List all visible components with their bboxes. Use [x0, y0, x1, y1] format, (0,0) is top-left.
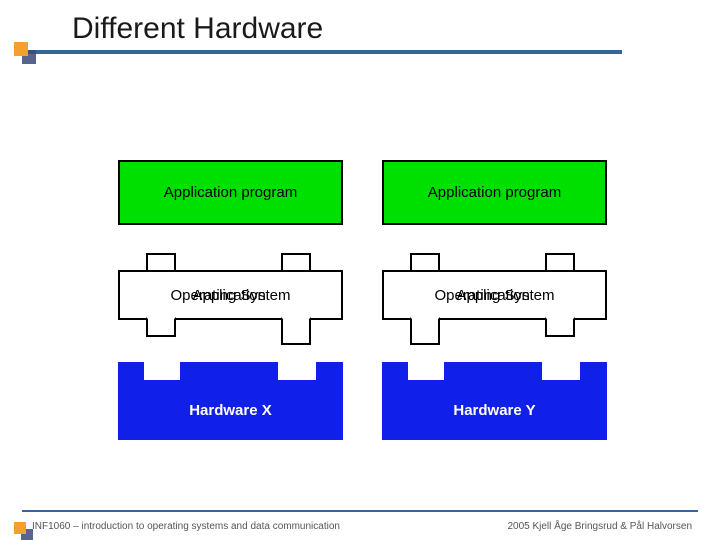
app-body: Application program: [118, 160, 343, 225]
app-block: Application program: [382, 160, 607, 225]
hw-top-fill: [316, 362, 343, 381]
os-block: Operating System Application: [118, 250, 343, 340]
os-label: Operating System Application: [434, 287, 554, 304]
os-label: Operating System Application: [170, 287, 290, 304]
hw-block: Hardware X: [118, 362, 343, 440]
os-bottom-tab: [281, 317, 311, 345]
stack-y: Application program Operating System App…: [382, 160, 607, 460]
hw-block: Hardware Y: [382, 362, 607, 440]
app-block: Application program: [118, 160, 343, 225]
app-label: Application program: [164, 184, 297, 201]
footer-right: 2005 Kjell Åge Bringsrud & Pål Halvorsen: [507, 521, 692, 532]
title-rule: [22, 50, 622, 54]
os-body: Operating System Application: [118, 270, 343, 320]
os-bottom-tab: [146, 317, 176, 337]
hw-top-fill: [382, 362, 408, 381]
hw-top-fill: [118, 362, 144, 381]
stack-x: Application program Operating System App…: [118, 160, 343, 460]
hw-top-fill: [444, 362, 542, 381]
app-body: Application program: [382, 160, 607, 225]
hw-body: Hardware X: [118, 380, 343, 440]
os-body: Operating System Application: [382, 270, 607, 320]
footer-left: INF1060 – introduction to operating syst…: [32, 521, 340, 532]
hw-label: Hardware X: [189, 402, 272, 419]
hw-top-fill: [180, 362, 278, 381]
os-bottom-tab: [410, 317, 440, 345]
hw-top-fill: [580, 362, 607, 381]
ornament-square-orange: [14, 42, 28, 56]
slide: Different Hardware Application program O…: [0, 0, 720, 540]
app-label: Application program: [428, 184, 561, 201]
ornament-square-orange: [14, 522, 26, 534]
footer-rule: [22, 510, 698, 512]
os-block: Operating System Application: [382, 250, 607, 340]
hw-label: Hardware Y: [453, 402, 535, 419]
os-bottom-tab: [545, 317, 575, 337]
hw-body: Hardware Y: [382, 380, 607, 440]
slide-title: Different Hardware: [72, 12, 323, 46]
